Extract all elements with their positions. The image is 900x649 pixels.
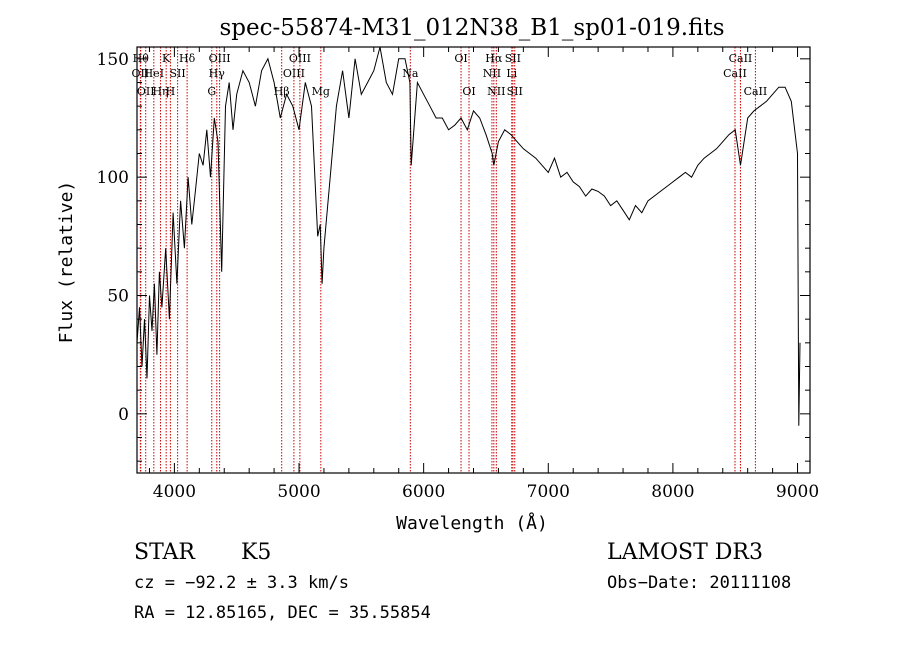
line-label: OIII — [289, 52, 311, 65]
line-label: NII — [487, 85, 505, 98]
x-axis-ticks: 4000 5000 6000 7000 8000 9000 — [148, 47, 819, 502]
line-label: Na — [402, 67, 419, 80]
line-label: Li — [506, 67, 517, 80]
object-class: STAR — [134, 540, 195, 565]
line-label: H — [166, 85, 176, 98]
spectral-line-markers — [139, 47, 756, 473]
line-label: Hα — [485, 52, 503, 65]
line-label: OI — [454, 52, 467, 65]
line-label: OII — [132, 67, 150, 80]
line-label: Hδ — [179, 52, 196, 65]
observation-date: Obs−Date: 20111108 — [607, 573, 792, 593]
line-label: OIII — [283, 67, 305, 80]
line-label: NII — [483, 67, 501, 80]
redshift-cz: cz = −92.2 ± 3.3 km/s — [134, 573, 349, 593]
survey-name: LAMOST DR3 — [607, 540, 763, 565]
x-tick-label: 4000 — [153, 482, 196, 502]
line-label: OIII — [209, 52, 231, 65]
spectrum-line — [136, 46, 801, 426]
x-axis-label: Wavelength (Å) — [396, 512, 548, 534]
line-label: Hη — [152, 85, 168, 98]
y-axis-ticks: 0 50 100 150 — [97, 50, 810, 462]
spectral-line-labels: HθOIIOIIHeIHηKHSIIHδGHγOIIIHβOIIIOIIIMgN… — [132, 52, 768, 98]
line-label: CaII — [744, 85, 768, 98]
chart-title: spec-55874-M31_012N38_B1_sp01-019.fits — [219, 15, 724, 41]
coordinates: RA = 12.85165, DEC = 35.55854 — [134, 603, 431, 623]
x-tick-label: 5000 — [277, 482, 320, 502]
line-label: SII — [170, 67, 186, 80]
line-label: Hβ — [274, 85, 290, 98]
object-subclass: K5 — [241, 540, 272, 565]
line-label: SII — [507, 85, 523, 98]
line-label: G — [207, 85, 216, 98]
line-label: HeI — [144, 67, 164, 80]
y-tick-label: 150 — [97, 50, 129, 70]
x-tick-label: 7000 — [527, 482, 570, 502]
x-tick-label: 9000 — [776, 482, 819, 502]
spectrum-chart: spec-55874-M31_012N38_B1_sp01-019.fits H… — [56, 15, 819, 534]
x-tick-label: 8000 — [651, 482, 694, 502]
line-label: OII — [137, 85, 155, 98]
y-tick-label: 0 — [118, 405, 129, 425]
y-tick-label: 100 — [97, 168, 129, 188]
line-label: CaII — [723, 67, 747, 80]
line-label: K — [162, 52, 171, 65]
x-tick-label: 6000 — [402, 482, 445, 502]
y-axis-label: Flux (relative) — [56, 181, 77, 344]
line-label: Hγ — [209, 67, 226, 80]
y-tick-label: 50 — [107, 287, 129, 307]
line-label: SII — [505, 52, 521, 65]
line-label: Mg — [312, 85, 330, 98]
line-label: CaII — [729, 52, 753, 65]
line-label: OI — [462, 85, 475, 98]
